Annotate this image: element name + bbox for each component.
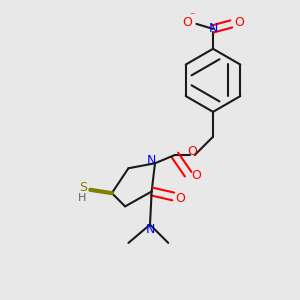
- Text: S: S: [79, 181, 87, 194]
- Text: O: O: [187, 146, 197, 158]
- Text: O: O: [176, 192, 185, 205]
- Text: N: N: [146, 154, 156, 167]
- Text: H: H: [77, 193, 86, 203]
- Text: O: O: [191, 169, 201, 182]
- Text: O: O: [182, 16, 192, 29]
- Text: N: N: [208, 22, 218, 35]
- Text: N: N: [145, 223, 155, 236]
- Text: ⁻: ⁻: [189, 11, 195, 21]
- Text: O: O: [235, 16, 244, 29]
